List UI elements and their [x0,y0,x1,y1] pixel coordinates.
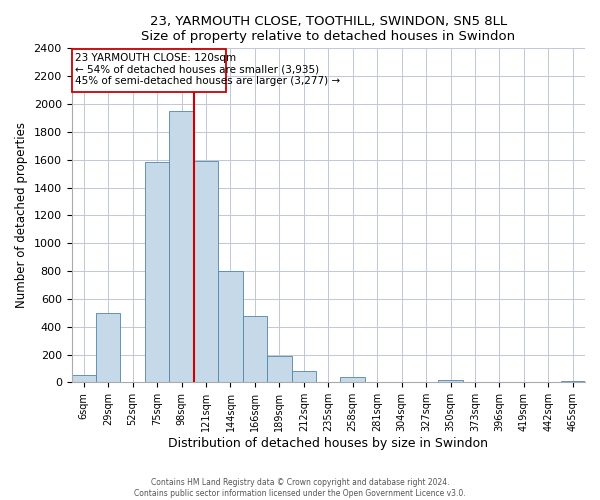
Bar [194,161,218,382]
Bar [71,376,96,382]
Text: 45% of semi-detached houses are larger (3,277) →: 45% of semi-detached houses are larger (… [75,76,340,86]
Bar [560,381,585,382]
Bar [438,380,463,382]
Title: 23, YARMOUTH CLOSE, TOOTHILL, SWINDON, SN5 8LL
Size of property relative to deta: 23, YARMOUTH CLOSE, TOOTHILL, SWINDON, S… [141,15,515,43]
Bar [96,313,121,382]
Bar [340,378,365,382]
Text: 23 YARMOUTH CLOSE: 120sqm: 23 YARMOUTH CLOSE: 120sqm [75,52,236,62]
Bar [169,111,194,382]
FancyBboxPatch shape [71,49,226,92]
Bar [242,316,267,382]
Text: ← 54% of detached houses are smaller (3,935): ← 54% of detached houses are smaller (3,… [75,64,319,74]
Y-axis label: Number of detached properties: Number of detached properties [15,122,28,308]
Bar [218,271,242,382]
X-axis label: Distribution of detached houses by size in Swindon: Distribution of detached houses by size … [168,437,488,450]
Bar [292,371,316,382]
Text: Contains HM Land Registry data © Crown copyright and database right 2024.
Contai: Contains HM Land Registry data © Crown c… [134,478,466,498]
Bar [267,356,292,382]
Bar [145,162,169,382]
